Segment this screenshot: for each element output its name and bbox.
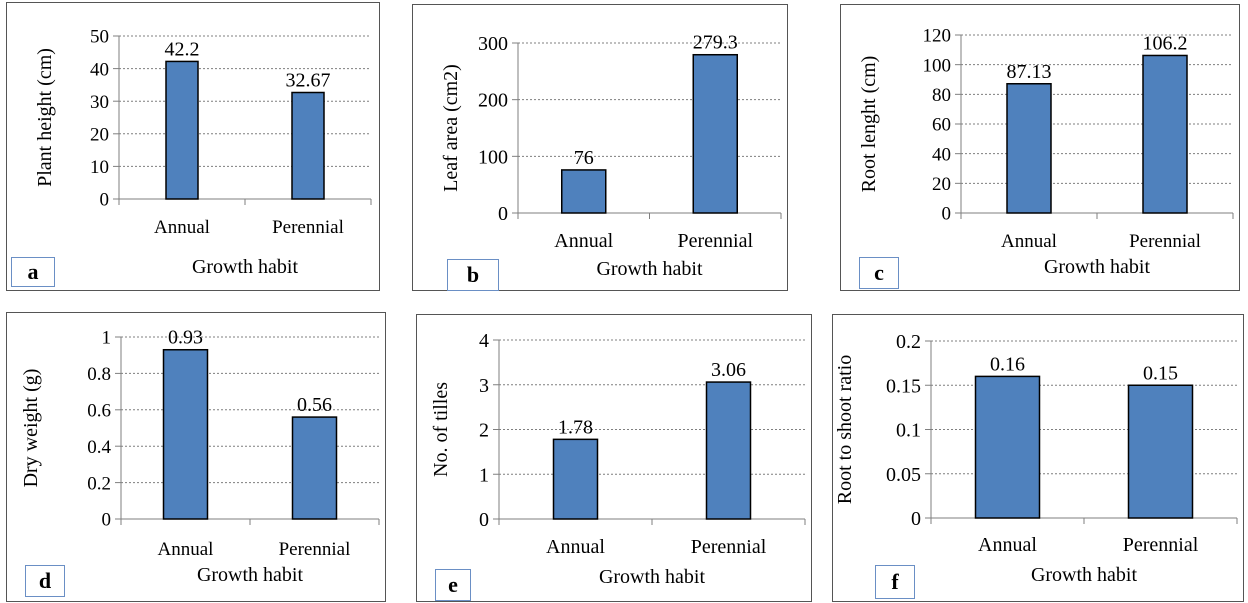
y-tick-label: 0.6 [87,400,111,421]
y-tick-label: 0 [100,190,110,211]
y-tick-label: 0.15 [886,375,921,397]
chart-panel-e: 0 1 2 3 4 1.78 Annual 3.06 Perennial Growth habit… [416,314,812,602]
category-label: Annual [154,217,210,238]
bar-perennial [1142,54,1188,214]
y-tick-label: 1 [102,328,112,349]
x-axis-label: Growth habit [197,564,304,586]
data-label: 279.3 [693,32,738,54]
y-tick-label: 0.2 [896,331,921,353]
category-label: Perennial [279,539,351,560]
category-label: Perennial [1129,231,1201,252]
bar-annual [1006,83,1052,214]
y-tick-label: 0.4 [87,437,111,458]
y-tick-label: 10 [90,157,109,178]
y-tick-label: 20 [90,124,109,145]
y-axis-label: Dry weight (g) [20,369,42,488]
y-tick-label: 4 [479,330,489,352]
bar-annual [561,169,607,214]
panel-letter: b [447,259,499,291]
panel-letter: a [11,257,55,287]
x-axis-label: Growth habit [1031,564,1138,586]
y-tick-label: 0.2 [87,473,111,494]
y-tick-label: 0 [102,510,112,531]
y-tick-label: 50 [90,27,109,48]
bar-perennial [291,91,325,200]
y-axis-label: Plant height (cm) [34,48,56,187]
x-axis-label: Growth habit [596,258,703,280]
data-label: 0.15 [1143,362,1178,384]
bar-annual [162,348,209,520]
x-axis-label: Growth habit [599,566,706,588]
y-tick-label: 80 [932,85,951,106]
panel-letter: d [25,565,65,597]
y-tick-label: 20 [932,174,951,195]
y-tick-label: 300 [478,33,508,55]
data-label: 3.06 [711,359,746,381]
bar-annual [552,438,599,520]
chart-svg-f: 0 0.05 0.1 0.15 0.2 0.16 Annual 0.15 Perennial Gr… [834,331,1238,586]
y-tick-label: 1 [479,464,489,486]
category-label: Annual [158,539,214,560]
chart-panel-f: 0 0.05 0.1 0.15 0.2 0.16 Annual 0.15 Perennial Gr… [832,314,1244,602]
data-label: 1.78 [558,416,593,438]
y-tick-label: 40 [90,59,109,80]
data-label: 87.13 [1007,61,1052,83]
category-label: Perennial [677,230,753,252]
chart-panel-a: 0 10 20 30 40 50 42.2 Annual 32.67 Perennial Growt… [6,2,380,291]
data-label: 0.16 [990,353,1025,375]
y-tick-label: 0 [479,509,489,531]
y-axis-label: Leaf area (cm2) [440,64,462,192]
y-tick-label: 30 [90,92,109,113]
chart-svg-e: 0 1 2 3 4 1.78 Annual 3.06 Perennial Growth habit… [430,330,806,588]
y-tick-label: 3 [479,375,489,397]
chart-svg-c: 0 20 40 60 80 100 120 87.13 Annual 106.2 Perennial… [858,26,1234,278]
chart-svg-b: 0 100 200 300 76 Annual 279.3 Perennial Growth h… [440,32,782,280]
chart-svg-d: 0 0.2 0.4 0.6 0.8 1 0.93 Annual 0.56 Perennial Gro… [20,327,380,586]
category-label: Perennial [691,536,767,558]
y-tick-label: 0 [911,508,921,530]
data-label: 76 [574,147,594,169]
bar-perennial [705,381,752,520]
x-axis-label: Growth habit [1044,256,1151,278]
bar-perennial [1127,384,1194,519]
y-tick-label: 200 [478,90,508,112]
y-tick-label: 2 [479,420,489,442]
y-axis-label: Root lenght (cm) [858,56,880,193]
category-label: Perennial [272,217,344,238]
category-label: Perennial [1123,534,1199,556]
panel-letter: c [859,257,899,289]
panel-letter: f [875,565,915,599]
bar-perennial [291,416,338,520]
data-label: 106.2 [1143,32,1188,54]
y-tick-label: 40 [932,144,951,165]
chart-svg-a: 0 10 20 30 40 50 42.2 Annual 32.67 Perennial Growt… [34,27,372,278]
bar-annual [165,60,199,200]
data-label: 0.56 [297,394,332,416]
y-tick-label: 120 [923,26,952,47]
y-tick-label: 0 [498,203,508,225]
data-label: 0.93 [168,327,203,349]
data-label: 42.2 [165,38,200,60]
y-tick-label: 100 [478,146,508,168]
y-tick-label: 60 [932,115,951,136]
category-label: Annual [554,230,613,252]
y-tick-label: 0.1 [896,420,921,442]
y-axis-label: No. of tilles [430,382,452,477]
bar-annual [974,375,1041,519]
x-axis-label: Growth habit [192,256,299,278]
y-axis-label: Root to shoot ratio [834,355,856,504]
bar-perennial [692,53,738,214]
category-label: Annual [978,534,1037,556]
chart-panel-b: 0 100 200 300 76 Annual 279.3 Perennial Growth h… [412,4,788,291]
y-tick-label: 100 [923,55,952,76]
panel-letter: e [435,569,471,601]
chart-panel-d: 0 0.2 0.4 0.6 0.8 1 0.93 Annual 0.56 Perennial Gro… [6,312,386,602]
category-label: Annual [546,536,605,558]
category-label: Annual [1001,231,1057,252]
y-tick-label: 0.8 [87,364,111,385]
y-tick-label: 0.05 [886,464,921,486]
chart-panel-c: 0 20 40 60 80 100 120 87.13 Annual 106.2 Perennial… [840,4,1240,291]
y-tick-label: 0 [942,204,952,225]
data-label: 32.67 [286,69,331,91]
